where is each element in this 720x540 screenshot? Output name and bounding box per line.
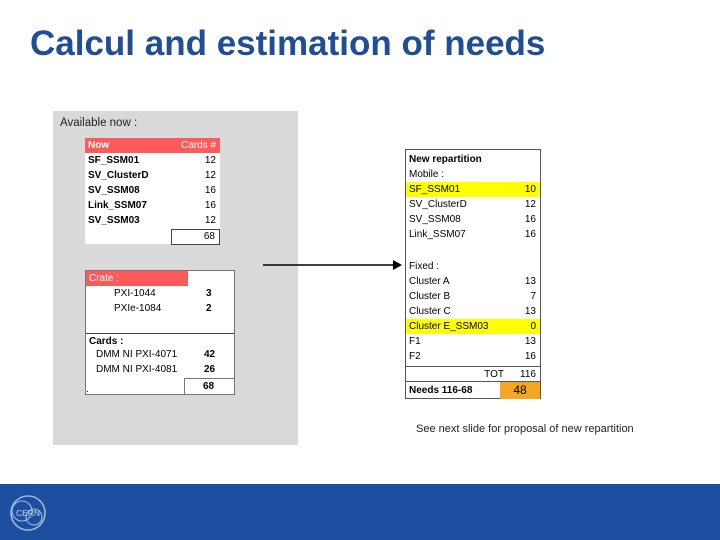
fixed-row-label: Cluster A: [409, 276, 450, 287]
crate-header-label: Crate :: [89, 273, 120, 284]
mobile-label-label: Mobile :: [409, 169, 445, 180]
now-table-row-label: SV_ClusterD: [88, 170, 149, 181]
now-table-header-value: Cards #: [180, 140, 216, 151]
now-table-total-value: 68: [203, 231, 215, 242]
fixed-row-value: 7: [530, 291, 536, 302]
next-slide-note: See next slide for proposal of new repar…: [416, 423, 634, 435]
mobile-row-value: 10: [524, 184, 536, 195]
fixed-row: Cluster A 13: [406, 274, 540, 289]
fixed-label: Fixed :: [406, 259, 540, 274]
now-table-row: SF_SSM01 12: [85, 153, 220, 168]
tot-row: 116 TOT: [406, 366, 540, 382]
mobile-row: Link_SSM07 16: [406, 227, 540, 242]
fixed-row-value: 0: [530, 321, 536, 332]
mobile-row: SV_SSM08 16: [406, 212, 540, 227]
crate-row-label: PXI-1044: [114, 288, 156, 299]
fixed-row-label: Cluster B: [409, 291, 451, 302]
mobile-row-label: Link_SSM07: [409, 229, 466, 240]
mobile-row-label: SV_SSM08: [409, 214, 461, 225]
card-row: DMM NI PXI-4081 26: [86, 362, 234, 377]
slide-title: Calcul and estimation of needs: [30, 24, 546, 63]
mobile-label: Mobile :: [406, 167, 540, 182]
now-table-row-label: Link_SSM07: [88, 200, 147, 211]
now-table-row: Link_SSM07 16: [85, 198, 220, 213]
svg-text:CERN: CERN: [16, 508, 40, 518]
stray-mark: .: [86, 384, 89, 395]
crate-total: 68: [184, 378, 234, 394]
mobile-row: SF_SSM01 10: [406, 182, 540, 197]
now-table-row-label: SV_SSM08: [88, 185, 140, 196]
needs-row-value: 48: [500, 382, 540, 399]
card-row-label: DMM NI PXI-4081: [96, 364, 178, 375]
crate-header: Crate :: [86, 271, 188, 286]
needs-row: Needs 116-68 48: [406, 381, 540, 399]
crate-row-value: 3: [206, 288, 212, 299]
now-table-row-value: 12: [204, 215, 216, 226]
now-table: Now Cards # SF_SSM01 12 SV_ClusterD 12 SV_SSM0…: [85, 138, 220, 245]
fixed-row-value: 13: [524, 276, 536, 287]
fixed-row-label: Cluster C: [409, 306, 451, 317]
now-table-header: Now Cards #: [85, 138, 220, 153]
now-table-row: SV_SSM03 12: [85, 213, 220, 228]
fixed-row-value: 13: [524, 306, 536, 317]
footer-bar: [0, 484, 720, 540]
tot-label: TOT: [484, 369, 504, 380]
fixed-row-value: 16: [524, 351, 536, 362]
mobile-row-value: 12: [524, 199, 536, 210]
fixed-row: Cluster C 13: [406, 304, 540, 319]
fixed-row: F1 13: [406, 334, 540, 349]
card-row: DMM NI PXI-4071 42: [86, 347, 234, 362]
now-table-row-value: 12: [204, 170, 216, 181]
crate-row: PXIe-1084 2: [86, 301, 234, 316]
new-repartition-table: New repartition Mobile : SF_SSM01 10 SV_Clus…: [405, 149, 541, 399]
crate-table: Crate : PXI-1044 3 PXIe-1084 2 Cards : DMM NI …: [85, 270, 235, 395]
repartition-title: New repartition: [406, 152, 540, 167]
mobile-row-value: 16: [524, 214, 536, 225]
now-table-total: 68: [171, 229, 220, 245]
fixed-row-label: F1: [409, 336, 421, 347]
cards-label: Cards :: [86, 333, 234, 349]
mobile-row-label: SF_SSM01: [409, 184, 461, 195]
fixed-label-label: Fixed :: [409, 261, 440, 272]
fixed-row: F2 16: [406, 349, 540, 364]
repartition-title-label: New repartition: [409, 154, 482, 165]
fixed-row-value: 13: [524, 336, 536, 347]
available-label: Available now :: [60, 117, 138, 129]
mobile-row-label: SV_ClusterD: [409, 199, 467, 210]
arrow-icon: [263, 260, 402, 270]
tot-row-value: 116: [520, 369, 536, 380]
crate-row: PXI-1044 3: [86, 286, 234, 301]
crate-row-label: PXIe-1084: [114, 303, 162, 314]
mobile-row: SV_ClusterD 12: [406, 197, 540, 212]
now-table-row-value: 16: [204, 200, 216, 211]
fixed-row-label: F2: [409, 351, 421, 362]
fixed-row-label: Cluster E_SSM03: [409, 321, 489, 332]
cards-label-label: Cards :: [89, 336, 124, 347]
now-table-row-value: 12: [204, 155, 216, 166]
crate-total-value: 68: [203, 381, 215, 392]
card-row-value: 26: [204, 364, 216, 375]
card-row-label: DMM NI PXI-4071: [96, 349, 178, 360]
now-table-row: SV_SSM08 16: [85, 183, 220, 198]
fixed-row: Cluster E_SSM03 0: [406, 319, 540, 334]
mobile-row-value: 16: [524, 229, 536, 240]
crate-row-value: 2: [206, 303, 212, 314]
card-row-value: 42: [204, 349, 216, 360]
needs-row-label: Needs 116-68: [409, 385, 473, 396]
now-table-row-label: SF_SSM01: [88, 155, 140, 166]
now-table-header-label: Now: [88, 140, 110, 151]
cern-logo-icon: CERN: [10, 495, 46, 531]
now-table-row-value: 16: [204, 185, 216, 196]
now-table-row: SV_ClusterD 12: [85, 168, 220, 183]
now-table-row-label: SV_SSM03: [88, 215, 140, 226]
fixed-row: Cluster B 7: [406, 289, 540, 304]
